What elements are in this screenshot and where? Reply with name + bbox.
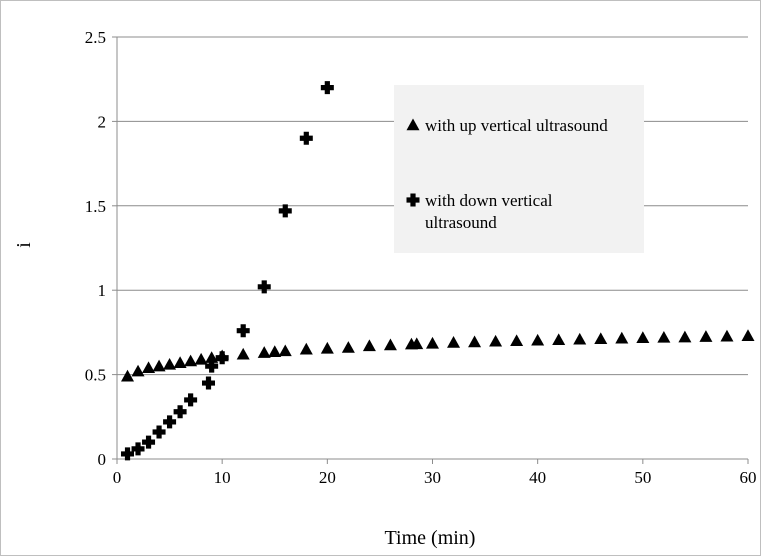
x-tick-label: 20	[319, 468, 336, 487]
data-point-triangle	[426, 336, 439, 349]
data-point-triangle	[510, 334, 524, 347]
data-point-plus	[131, 442, 145, 456]
x-tick-label: 50	[634, 468, 651, 487]
data-point-triangle	[184, 354, 198, 367]
data-point-plus	[152, 425, 166, 439]
y-tick-label: 2.5	[85, 28, 106, 47]
data-point-triangle	[410, 337, 424, 350]
data-point-triangle	[278, 344, 292, 357]
data-point-triangle	[383, 338, 397, 351]
data-point-plus	[236, 324, 250, 338]
data-point-triangle	[741, 329, 755, 341]
x-tick-label: 0	[113, 468, 122, 487]
data-point-plus	[257, 280, 271, 294]
data-point-triangle	[173, 356, 187, 368]
triangle-icon	[406, 118, 420, 131]
legend-label-up: with up vertical ultrasound	[425, 116, 608, 135]
data-point-triangle	[657, 330, 671, 343]
data-point-triangle	[447, 336, 461, 348]
data-point-triangle	[194, 352, 208, 365]
data-point-triangle	[699, 330, 713, 342]
data-point-triangle	[678, 330, 692, 343]
tick-labels: 0 0.5 1 1.5 2 2.5 0 10 20 30 40 50 60	[85, 28, 757, 487]
data-points	[121, 81, 755, 461]
data-point-triangle	[257, 346, 271, 358]
y-tick-label: 2	[98, 112, 107, 131]
series-down-vertical	[121, 81, 334, 461]
data-point-triangle	[299, 342, 313, 355]
data-point-triangle	[615, 331, 629, 344]
data-point-triangle	[131, 364, 145, 377]
data-point-triangle	[205, 351, 219, 363]
legend-background	[394, 85, 644, 253]
data-point-triangle	[341, 341, 355, 353]
y-tick-label: 1	[98, 281, 107, 300]
y-axis-title: i	[13, 242, 35, 248]
data-point-triangle	[636, 331, 650, 344]
y-tick-label: 0	[98, 450, 107, 469]
data-point-plus	[278, 204, 292, 218]
data-point-triangle	[362, 339, 376, 352]
legend-marker-down	[406, 193, 420, 207]
data-point-triangle	[236, 347, 250, 360]
axes	[112, 36, 749, 464]
data-point-triangle	[163, 357, 177, 370]
data-point-plus	[205, 359, 219, 373]
plus-icon	[406, 193, 420, 207]
legend-label-down-line1: with down vertical	[425, 191, 553, 210]
data-point-plus	[184, 393, 198, 407]
data-point-triangle	[594, 332, 608, 345]
data-point-triangle	[121, 369, 135, 382]
x-tick-label: 60	[740, 468, 757, 487]
legend: with up vertical ultrasound with down ve…	[394, 85, 644, 253]
legend-label-down-line2: ultrasound	[425, 213, 497, 232]
y-tick-label: 1.5	[85, 197, 106, 216]
data-point-triangle	[320, 341, 334, 354]
data-point-triangle	[268, 345, 282, 358]
data-point-plus	[142, 435, 156, 449]
data-point-plus	[299, 131, 313, 145]
y-tick-label: 0.5	[85, 366, 106, 385]
data-point-triangle	[142, 361, 156, 374]
grid-lines	[117, 36, 748, 376]
data-point-triangle	[720, 329, 734, 342]
data-point-triangle	[152, 359, 166, 372]
data-point-plus	[215, 351, 229, 365]
x-axis-title: Time (min)	[385, 527, 476, 549]
data-point-plus	[121, 447, 135, 461]
x-tick-label: 40	[529, 468, 546, 487]
data-point-plus	[201, 376, 215, 390]
data-point-plus	[320, 81, 334, 95]
x-tick-label: 30	[424, 468, 441, 487]
legend-marker-up	[406, 118, 420, 131]
data-point-plus	[173, 405, 187, 419]
data-point-triangle	[489, 334, 503, 347]
data-point-triangle	[468, 335, 482, 348]
data-point-plus	[163, 415, 177, 429]
data-point-triangle	[531, 333, 545, 346]
x-tick-label: 10	[214, 468, 231, 487]
data-point-triangle	[573, 332, 587, 345]
data-point-triangle	[552, 333, 566, 346]
legend-label-down: with down vertical ultrasound	[425, 191, 557, 232]
